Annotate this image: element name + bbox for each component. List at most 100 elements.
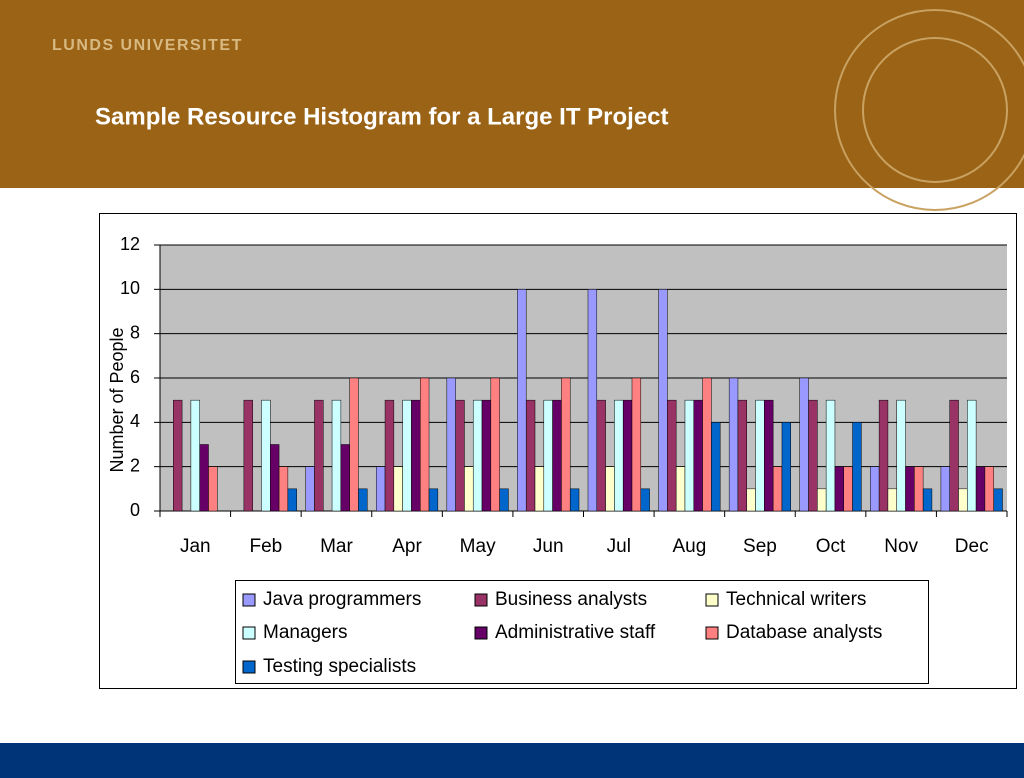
bar [693, 399, 703, 512]
bar [958, 488, 968, 512]
legend [235, 580, 929, 684]
bar [411, 399, 421, 512]
legend-swatch [474, 593, 488, 607]
bar [243, 399, 253, 512]
bar [587, 289, 598, 512]
bar [622, 399, 633, 512]
bar [199, 444, 209, 512]
slide-title: Sample Resource Histogram for a Large IT… [95, 103, 669, 130]
bar [596, 399, 606, 512]
bar [675, 466, 686, 512]
bar [349, 377, 359, 512]
legend-swatch [242, 626, 256, 640]
bar [887, 488, 897, 512]
bar [843, 466, 853, 512]
bar [940, 466, 950, 512]
bar [464, 466, 474, 512]
bar [358, 488, 368, 512]
bar [914, 466, 924, 512]
x-tick-label: Jan [180, 536, 211, 557]
bar [905, 466, 915, 512]
bar [455, 399, 465, 512]
bar [525, 399, 536, 512]
bar [569, 488, 580, 512]
bar [499, 488, 509, 512]
bar [949, 399, 959, 512]
bar [737, 399, 748, 512]
bar [658, 289, 668, 512]
y-tick-label: 2 [130, 455, 140, 475]
bar [331, 399, 342, 512]
bar [878, 399, 889, 512]
bar [852, 422, 862, 512]
legend-swatch [242, 660, 256, 674]
bar [384, 399, 395, 512]
bar [534, 466, 545, 512]
y-tick-label: 12 [120, 234, 140, 254]
bar [684, 399, 695, 512]
x-tick-label: Apr [392, 536, 422, 557]
bar [967, 399, 977, 512]
bar [755, 399, 765, 512]
bar [287, 488, 297, 512]
x-tick-label: Mar [320, 536, 353, 557]
bar [305, 466, 315, 512]
legend-swatch [474, 626, 488, 640]
bar [375, 466, 386, 512]
seal [834, 9, 1024, 211]
bar [270, 444, 280, 512]
bar [817, 488, 827, 512]
x-tick-label: Aug [672, 536, 706, 557]
bar [667, 399, 677, 512]
bar [472, 399, 483, 512]
y-tick-label: 10 [120, 278, 140, 298]
bar [208, 466, 218, 512]
bar [481, 399, 492, 512]
bar [870, 466, 880, 512]
bar [552, 399, 562, 512]
legend-label: Managers [263, 622, 348, 643]
x-tick-label: Sep [743, 536, 777, 557]
bar [428, 488, 439, 512]
bar [746, 488, 756, 512]
bar [419, 377, 430, 512]
legend-label: Business analysts [495, 589, 647, 610]
bar [605, 466, 615, 512]
x-tick-label: Feb [250, 536, 283, 557]
bar [561, 377, 571, 512]
x-tick-label: Jun [533, 536, 564, 557]
bar [261, 399, 271, 512]
org-name: LUNDS UNIVERSITET [52, 37, 243, 54]
legend-label: Java programmers [263, 589, 421, 610]
bar [984, 466, 994, 512]
bar [834, 466, 844, 512]
bar [772, 466, 783, 512]
bar [640, 488, 650, 512]
legend-label: Database analysts [726, 622, 882, 643]
bar [711, 422, 721, 512]
bar [799, 377, 809, 512]
bar [922, 488, 933, 512]
bar [808, 399, 818, 512]
x-tick-label: Oct [816, 536, 846, 557]
bar [825, 399, 836, 512]
bar [764, 399, 774, 512]
x-tick-label: May [460, 536, 496, 557]
bar [993, 488, 1003, 512]
bar [702, 377, 712, 512]
legend-swatch [705, 626, 719, 640]
bar [631, 377, 642, 512]
x-tick-label: Dec [955, 536, 989, 557]
y-tick-label: 6 [130, 367, 140, 387]
header-band [0, 0, 1024, 188]
legend-swatch [705, 593, 719, 607]
bar [975, 466, 986, 512]
bar [278, 466, 289, 512]
y-tick-label: 8 [130, 322, 140, 342]
bar [340, 444, 350, 512]
bar [728, 377, 739, 512]
legend-label: Testing specialists [263, 656, 416, 677]
bar [614, 399, 624, 512]
bar [781, 422, 792, 512]
